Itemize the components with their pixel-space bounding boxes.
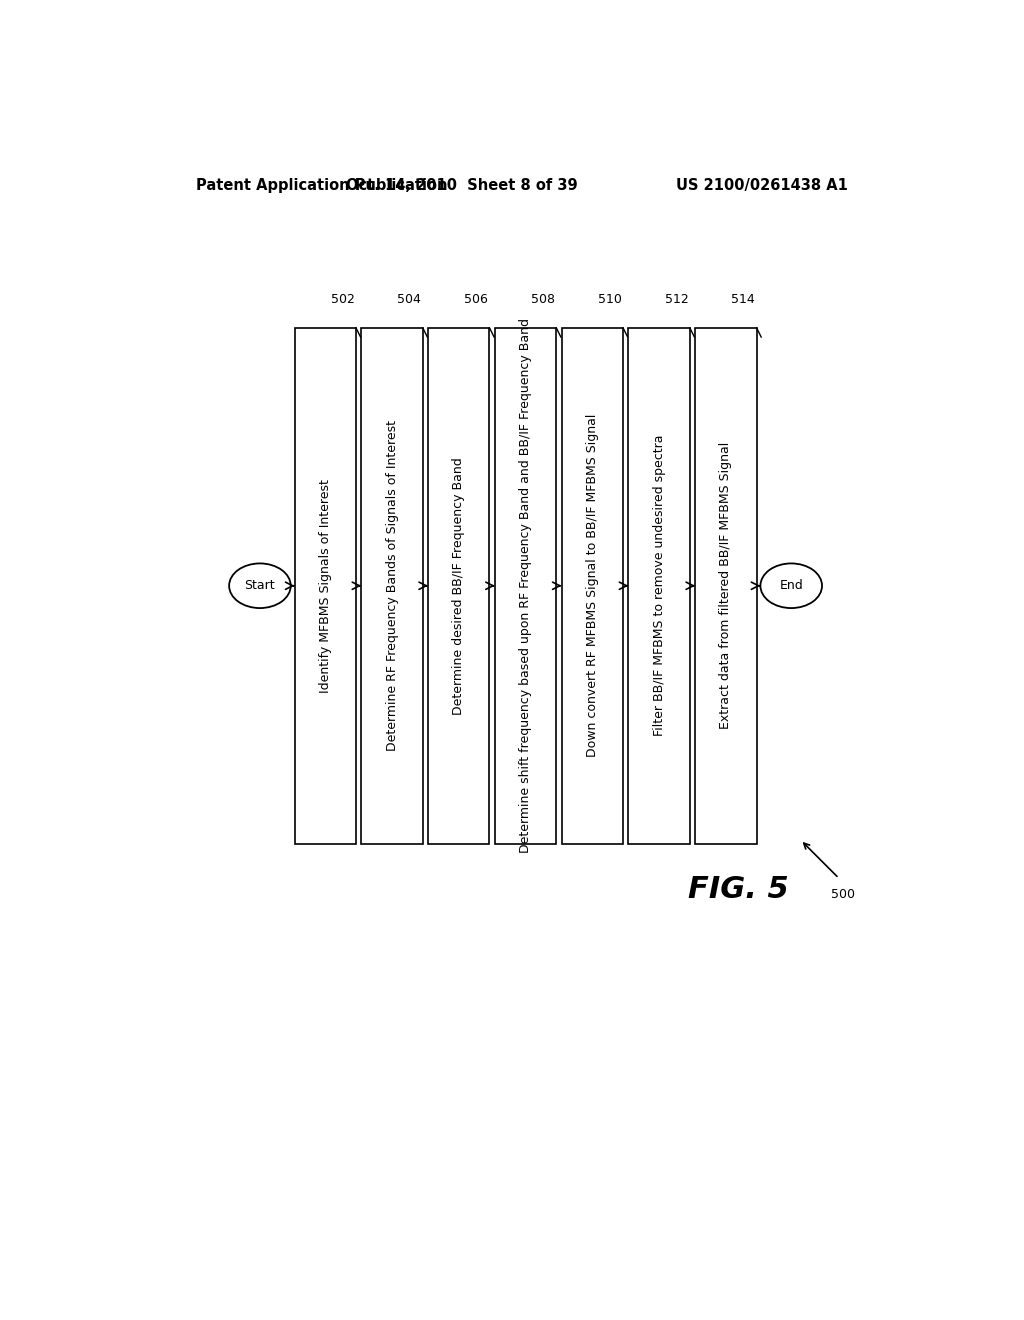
Text: 514: 514 xyxy=(731,293,755,306)
Text: 504: 504 xyxy=(397,293,421,306)
Text: Determine shift frequency based upon RF Frequency Band and BB/IF Frequency Band: Determine shift frequency based upon RF … xyxy=(519,318,532,853)
Text: FIG. 5: FIG. 5 xyxy=(688,875,790,903)
Bar xyxy=(295,327,356,843)
Text: End: End xyxy=(779,579,803,593)
Text: Determine RF Frequency Bands of Signals of Interest: Determine RF Frequency Bands of Signals … xyxy=(385,420,398,751)
Bar xyxy=(629,327,690,843)
Text: 506: 506 xyxy=(464,293,488,306)
Bar xyxy=(561,327,623,843)
Bar xyxy=(428,327,489,843)
Text: Filter BB/IF MFBMS to remove undesired spectra: Filter BB/IF MFBMS to remove undesired s… xyxy=(652,436,666,737)
Text: Oct. 14, 2010  Sheet 8 of 39: Oct. 14, 2010 Sheet 8 of 39 xyxy=(346,178,578,193)
Text: Down convert RF MFBMS Signal to BB/IF MFBMS Signal: Down convert RF MFBMS Signal to BB/IF MF… xyxy=(586,414,599,758)
Bar xyxy=(361,327,423,843)
Text: Extract data from filtered BB/IF MFBMS Signal: Extract data from filtered BB/IF MFBMS S… xyxy=(720,442,732,730)
Text: 500: 500 xyxy=(830,887,855,900)
Bar xyxy=(695,327,757,843)
Ellipse shape xyxy=(761,564,822,609)
Text: US 2100/0261438 A1: US 2100/0261438 A1 xyxy=(676,178,848,193)
Text: 502: 502 xyxy=(331,293,354,306)
Bar xyxy=(495,327,556,843)
Text: Determine desired BB/IF Frequency Band: Determine desired BB/IF Frequency Band xyxy=(453,457,465,714)
Text: Identify MFBMS Signals of Interest: Identify MFBMS Signals of Interest xyxy=(318,479,332,693)
Text: Patent Application Publication: Patent Application Publication xyxy=(196,178,447,193)
Ellipse shape xyxy=(229,564,291,609)
Text: 508: 508 xyxy=(530,293,555,306)
Text: Start: Start xyxy=(245,579,275,593)
Text: 510: 510 xyxy=(598,293,622,306)
Text: 512: 512 xyxy=(665,293,688,306)
